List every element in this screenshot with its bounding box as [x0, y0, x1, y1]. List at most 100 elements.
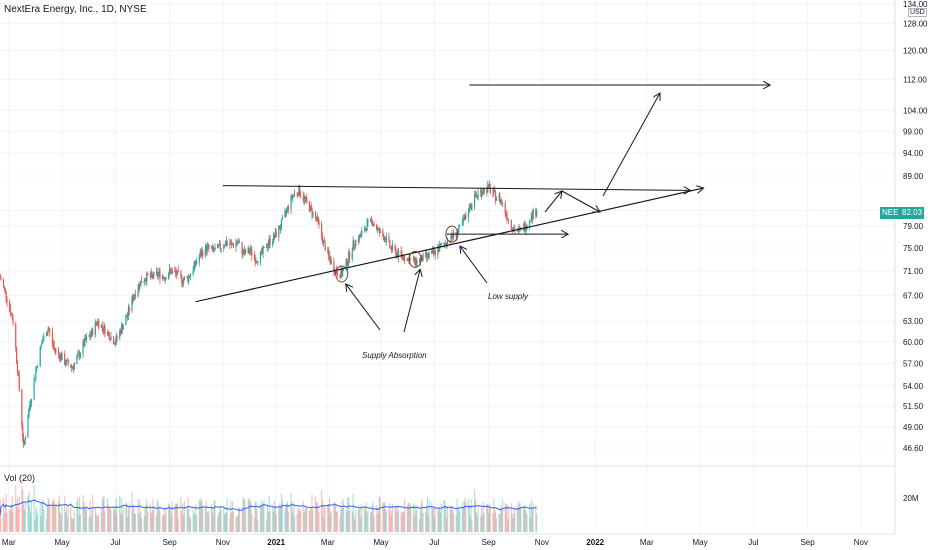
- volume-bar: [256, 509, 258, 532]
- candle-body: [272, 234, 275, 242]
- volume-bar: [161, 514, 164, 532]
- volume-bar: [232, 511, 234, 532]
- volume-bar: [346, 511, 348, 532]
- volume-bar: [286, 501, 289, 532]
- volume-indicator-label[interactable]: Vol (20): [4, 473, 36, 483]
- candle-body: [476, 195, 478, 197]
- candle-body: [116, 336, 118, 339]
- candle-body: [410, 258, 412, 260]
- candle-body: [306, 197, 308, 202]
- volume-bar: [486, 503, 488, 532]
- resistance-trendline[interactable]: [222, 185, 691, 191]
- price-tick-label: 54.00: [903, 382, 924, 391]
- projection-arrow-2[interactable]: [561, 190, 600, 212]
- volume-bar: [217, 513, 220, 532]
- candle-body: [292, 195, 294, 199]
- volume-bar: [493, 498, 495, 532]
- candle-body: [120, 325, 123, 334]
- marked-low-circle[interactable]: [445, 225, 459, 243]
- volume-bar: [259, 506, 262, 532]
- volume-bar: [155, 515, 158, 532]
- volume-bar: [220, 509, 222, 532]
- projection-arrow-3[interactable]: [602, 93, 660, 197]
- volume-bar: [187, 497, 189, 532]
- volume-bar: [54, 507, 56, 532]
- candle-body: [200, 252, 202, 256]
- candle-body: [317, 216, 319, 222]
- candle-body: [333, 260, 335, 272]
- candle-body: [315, 217, 317, 220]
- candle-body: [451, 233, 453, 238]
- volume-bar: [210, 504, 213, 532]
- candle-body: [33, 378, 35, 400]
- candle-body: [39, 347, 41, 367]
- candle-body: [371, 220, 373, 225]
- volume-bar: [415, 510, 417, 532]
- absorption-arrow-2[interactable]: [403, 269, 420, 333]
- volume-bar: [371, 505, 373, 532]
- candle-body: [324, 242, 326, 251]
- volume-bar: [213, 499, 215, 532]
- price-tick-label: 67.00: [903, 291, 924, 300]
- volume-bar: [324, 507, 326, 532]
- candle-body: [11, 314, 13, 320]
- volume-bar: [501, 499, 504, 532]
- candle-body: [349, 252, 351, 259]
- candle-body: [113, 343, 116, 345]
- support-arrow[interactable]: [195, 188, 704, 303]
- volume-bar: [265, 519, 268, 532]
- volume-bar: [279, 507, 282, 532]
- marked-low-circle[interactable]: [335, 265, 349, 283]
- candle-body: [42, 340, 44, 342]
- candle-body: [413, 258, 415, 263]
- candle-body: [384, 238, 387, 242]
- candle-body: [12, 319, 14, 324]
- candle-body: [482, 192, 484, 194]
- volume-bar: [29, 513, 32, 532]
- candle-body: [329, 258, 331, 264]
- candle-body: [309, 205, 311, 212]
- candle-body: [444, 243, 446, 245]
- candle-body: [432, 250, 435, 254]
- candle-body: [189, 276, 191, 278]
- price-tick-label: 49.00: [903, 423, 924, 432]
- grid: [0, 0, 895, 532]
- volume-bar: [16, 506, 18, 532]
- candle-body: [192, 270, 194, 275]
- candle-body: [232, 244, 234, 247]
- projection-arrow-1[interactable]: [544, 191, 562, 213]
- low-supply-arrow[interactable]: [460, 246, 488, 284]
- candle-body: [66, 360, 68, 362]
- candle-body: [302, 196, 304, 201]
- drawings[interactable]: [195, 85, 770, 333]
- volume-bar: [390, 510, 393, 532]
- volume-bar: [492, 512, 494, 532]
- candle-body: [223, 246, 225, 249]
- candle-body: [65, 360, 68, 365]
- candle-body: [402, 256, 404, 258]
- absorption-arrow-1[interactable]: [346, 284, 381, 331]
- candle-body: [220, 248, 222, 250]
- currency-label[interactable]: USD: [908, 8, 927, 17]
- volume-bar: [299, 510, 301, 532]
- chart-title: NextEra Energy, Inc., 1D, NYSE: [4, 4, 147, 15]
- volume-bar: [211, 510, 213, 532]
- candle-body: [291, 195, 293, 199]
- candle-body: [262, 247, 264, 254]
- candle-body: [3, 286, 5, 289]
- volume-bar: [158, 506, 160, 532]
- candle-body: [428, 253, 430, 257]
- volume-bar: [196, 514, 198, 532]
- marked-low-circle[interactable]: [408, 250, 422, 268]
- candle-body: [186, 276, 188, 278]
- candle-body: [379, 230, 381, 233]
- candle-body: [345, 259, 347, 268]
- volume-bar: [193, 512, 195, 532]
- candle-body: [464, 215, 466, 220]
- candle-body: [5, 291, 7, 299]
- volume-bar: [224, 514, 226, 532]
- candle-body: [257, 262, 259, 264]
- volume-bar: [359, 505, 361, 532]
- volume-bar: [214, 500, 216, 532]
